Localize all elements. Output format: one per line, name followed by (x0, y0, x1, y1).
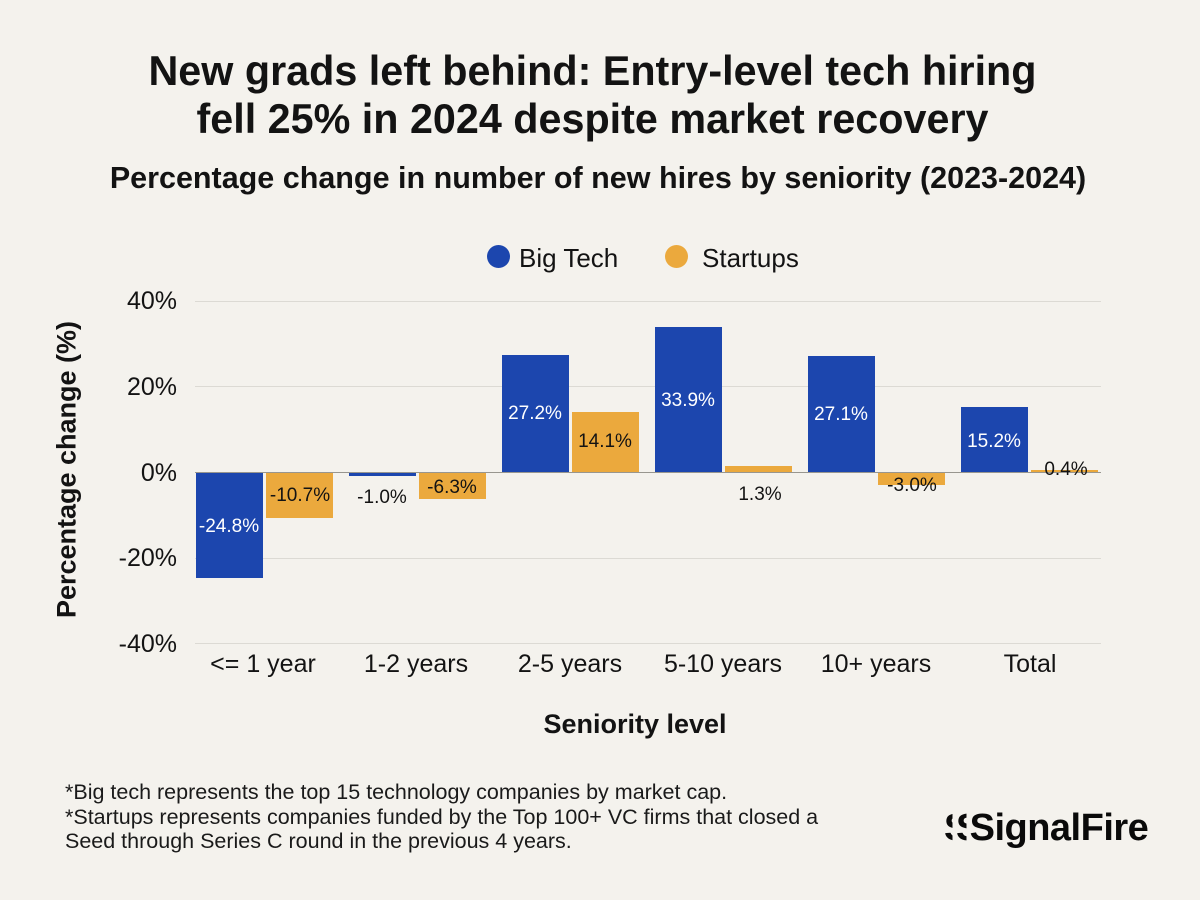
svg-text:SignalFire: SignalFire (970, 807, 1149, 849)
svg-text:S: S (945, 807, 969, 849)
svg-text:S: S (956, 807, 981, 849)
